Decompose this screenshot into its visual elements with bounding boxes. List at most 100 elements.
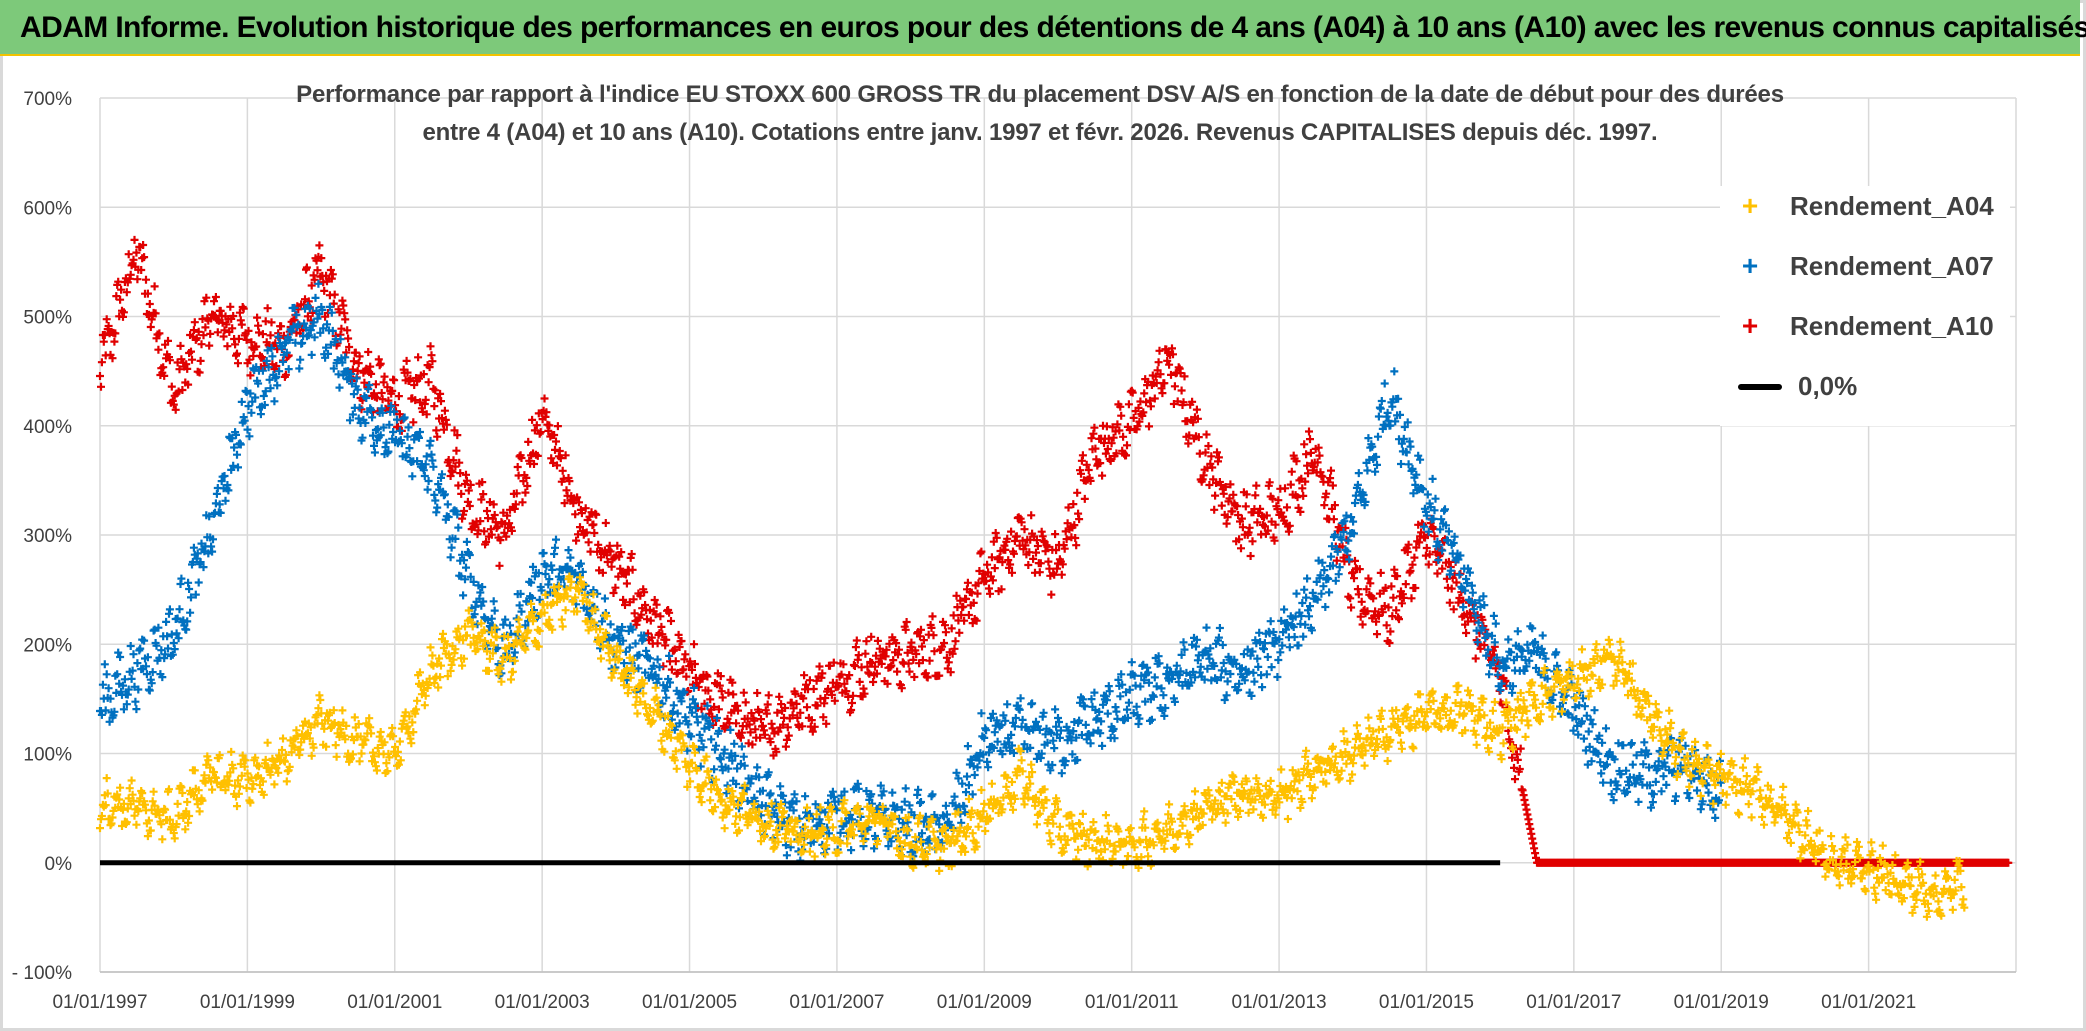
a04-point bbox=[636, 697, 645, 706]
a10-point bbox=[307, 281, 316, 290]
a07-point bbox=[1354, 469, 1363, 478]
a07-point bbox=[1149, 692, 1158, 701]
a07-point bbox=[335, 383, 344, 392]
a04-point bbox=[540, 608, 549, 617]
a10-point bbox=[739, 688, 748, 697]
a07-point bbox=[298, 339, 307, 347]
a04-point bbox=[575, 587, 583, 596]
a10-point bbox=[946, 668, 955, 677]
a04-point bbox=[144, 816, 153, 825]
a10-point bbox=[1045, 564, 1054, 573]
a07-point bbox=[1704, 788, 1713, 797]
a07-point bbox=[1154, 652, 1163, 661]
a07-point bbox=[275, 367, 284, 376]
a10-point bbox=[1301, 477, 1310, 486]
a10-point bbox=[155, 329, 164, 338]
a04-point bbox=[524, 626, 533, 635]
a07-point bbox=[1599, 778, 1608, 787]
a04-point bbox=[1059, 847, 1068, 856]
a10-point bbox=[1183, 417, 1192, 426]
a10-point bbox=[1021, 541, 1030, 550]
a04-point bbox=[272, 764, 281, 773]
a07-point bbox=[1301, 620, 1310, 629]
a04-point bbox=[403, 722, 412, 731]
a10-point bbox=[673, 668, 682, 677]
a07-point bbox=[1437, 515, 1446, 524]
a07-point bbox=[1321, 603, 1330, 611]
a10-point bbox=[1158, 389, 1167, 398]
a07-point bbox=[1299, 632, 1308, 641]
a07-point bbox=[124, 685, 133, 694]
a07-point bbox=[598, 617, 606, 626]
a07-point bbox=[728, 756, 737, 765]
a04-point bbox=[1136, 838, 1145, 847]
a07-point bbox=[1461, 586, 1470, 595]
a07-point bbox=[1490, 638, 1499, 647]
a10-point bbox=[871, 662, 879, 671]
a04-point bbox=[161, 805, 170, 814]
a07-point bbox=[1525, 656, 1534, 665]
a07-point bbox=[539, 549, 548, 557]
a04-point bbox=[258, 777, 267, 786]
a07-point bbox=[917, 798, 925, 806]
a10-point bbox=[1283, 503, 1291, 512]
a07-point bbox=[1061, 757, 1070, 766]
a10-point bbox=[910, 673, 919, 681]
a04-point bbox=[816, 803, 825, 812]
a07-point bbox=[1276, 648, 1285, 657]
a07-point bbox=[545, 575, 554, 584]
a10-point bbox=[367, 369, 376, 378]
a04-point bbox=[355, 757, 364, 766]
a10-point bbox=[1356, 612, 1365, 621]
a07-point bbox=[1482, 651, 1491, 660]
a07-point bbox=[713, 714, 721, 722]
a10-point bbox=[171, 405, 180, 414]
a07-point bbox=[499, 620, 508, 629]
a04-point bbox=[1018, 767, 1027, 776]
a07-point bbox=[1274, 656, 1283, 664]
a04-point bbox=[692, 766, 701, 775]
a07-point bbox=[1711, 813, 1720, 822]
a10-point bbox=[1103, 445, 1112, 453]
a10-point bbox=[1376, 568, 1385, 577]
a07-point bbox=[618, 623, 627, 631]
a04-point bbox=[261, 755, 270, 764]
a10-point bbox=[192, 334, 201, 343]
a10-point bbox=[877, 659, 886, 668]
a07-point bbox=[165, 605, 174, 614]
a04-point bbox=[604, 649, 613, 658]
a07-point bbox=[1606, 778, 1615, 787]
a04-point bbox=[281, 750, 290, 759]
a04-point bbox=[561, 606, 570, 615]
a10-point bbox=[674, 630, 683, 639]
a07-point bbox=[1628, 760, 1637, 769]
a04-point bbox=[1091, 827, 1100, 836]
a10-point bbox=[652, 600, 661, 609]
a10-point bbox=[1320, 501, 1329, 510]
a04-point bbox=[274, 768, 283, 777]
a04-point bbox=[514, 615, 523, 624]
a04-point bbox=[237, 771, 246, 780]
x-tick-label: 01/01/2015 bbox=[1379, 992, 1474, 1013]
a04-point bbox=[334, 720, 343, 729]
a10-point bbox=[553, 461, 561, 470]
a10-point bbox=[1058, 560, 1067, 569]
a07-point bbox=[1455, 570, 1464, 579]
a10-point bbox=[151, 309, 160, 318]
a10-point bbox=[137, 266, 146, 274]
a10-point bbox=[653, 639, 662, 648]
a07-point bbox=[1247, 691, 1256, 700]
a10-point bbox=[927, 623, 936, 632]
a10-point bbox=[650, 596, 659, 604]
a07-point bbox=[329, 364, 338, 373]
a04-point bbox=[212, 778, 221, 787]
a07-point bbox=[1594, 749, 1603, 758]
a07-point bbox=[479, 597, 488, 606]
a07-point bbox=[1010, 722, 1019, 731]
a07-point bbox=[367, 406, 376, 414]
a07-point bbox=[1303, 574, 1312, 583]
a07-point bbox=[506, 621, 514, 630]
a04-point bbox=[1140, 807, 1149, 816]
a04-point bbox=[396, 756, 405, 765]
a04-point bbox=[961, 847, 970, 856]
